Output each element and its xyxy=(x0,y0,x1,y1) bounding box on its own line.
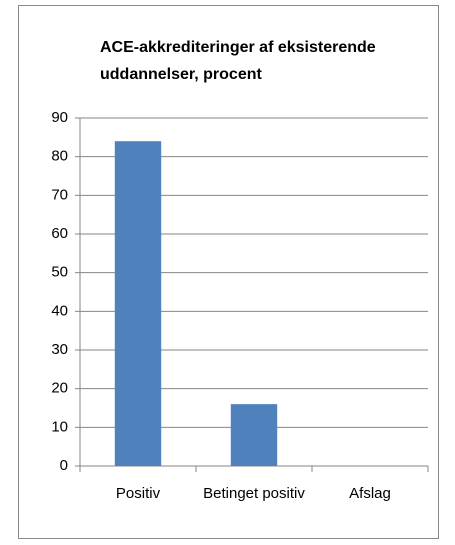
x-tick-label: Betinget positiv xyxy=(203,485,305,502)
x-tick-label: Positiv xyxy=(115,485,161,502)
y-tick-label: 10 xyxy=(51,418,68,435)
y-tick-label: 30 xyxy=(51,341,68,358)
y-tick-label: 20 xyxy=(51,380,68,397)
x-tick-label: Afslag xyxy=(349,485,391,502)
bar xyxy=(230,404,278,466)
bar xyxy=(114,141,162,466)
y-tick-label: 90 xyxy=(51,109,68,126)
y-tick-label: 70 xyxy=(51,186,68,203)
chart-frame xyxy=(18,5,439,539)
y-tick-label: 0 xyxy=(60,457,68,474)
y-tick-label: 50 xyxy=(51,264,68,281)
y-tick-label: 60 xyxy=(51,225,68,242)
y-tick-label: 40 xyxy=(51,302,68,319)
y-tick-label: 80 xyxy=(51,148,68,165)
chart-title: ACE-akkrediteringer af eksisterende udda… xyxy=(100,39,376,83)
